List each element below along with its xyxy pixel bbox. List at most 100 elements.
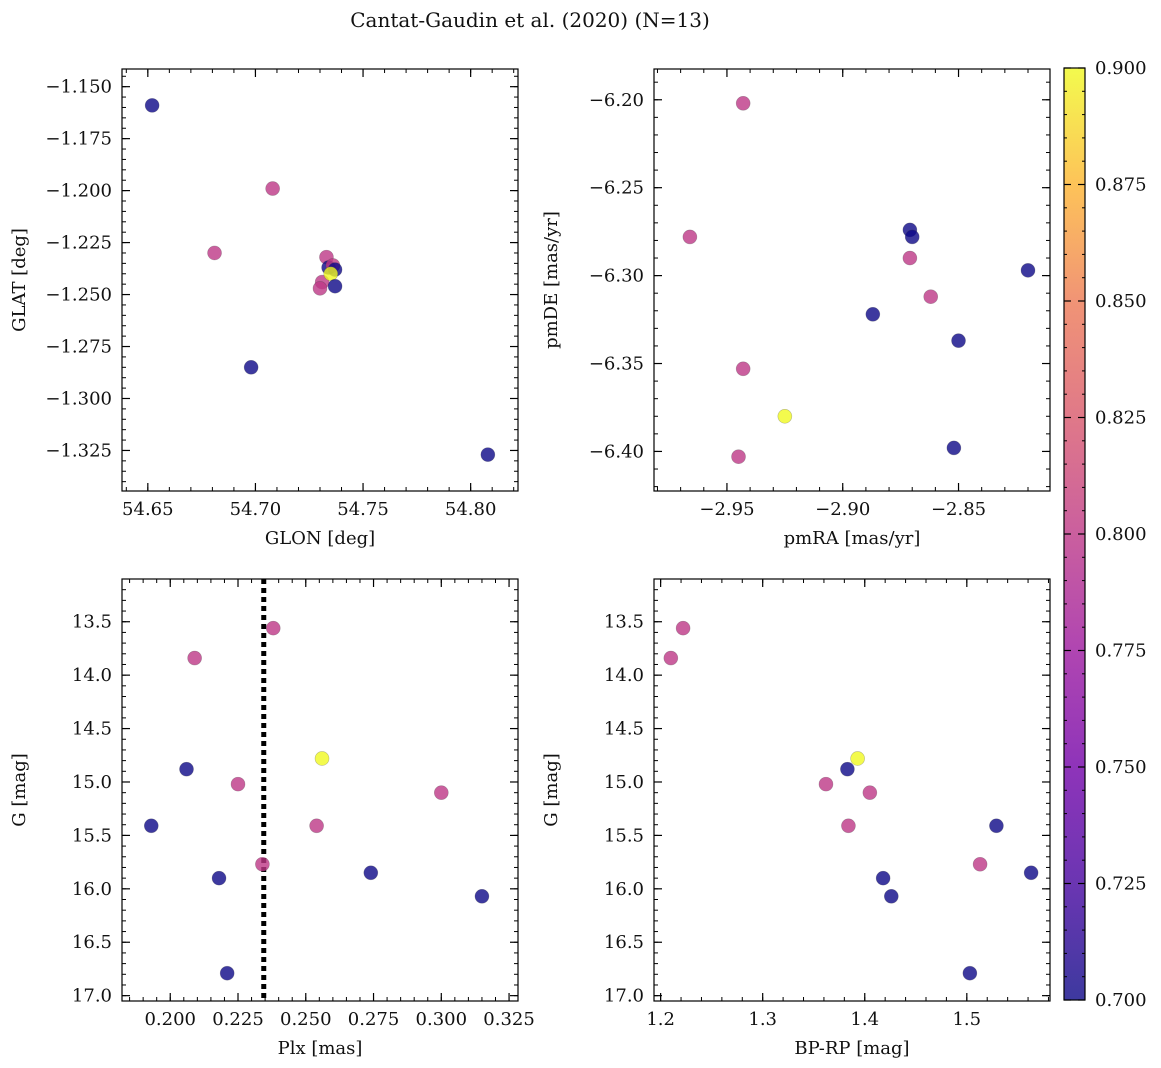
x-tick-label: 1.3 xyxy=(748,1009,777,1030)
y-tick-label: −1.175 xyxy=(45,129,112,150)
y-tick-label: 14.5 xyxy=(604,719,644,740)
data-point xyxy=(314,751,330,766)
data-point xyxy=(1023,865,1039,881)
data-point xyxy=(840,761,855,777)
data-point xyxy=(143,818,159,834)
y-tick-label: −6.40 xyxy=(589,441,644,462)
y-axis-label: G [mag] xyxy=(9,753,30,826)
x-tick-label: 54.75 xyxy=(337,499,389,520)
y-tick-label: −1.275 xyxy=(45,337,112,358)
data-point xyxy=(211,870,227,886)
colorbar-tick-label: 0.800 xyxy=(1095,524,1147,545)
data-point xyxy=(265,620,281,636)
y-tick-label: −6.30 xyxy=(589,266,644,287)
x-tick-label: 54.65 xyxy=(122,499,174,520)
colorbar-tick-label: 0.825 xyxy=(1095,408,1147,429)
x-tick-label: 0.225 xyxy=(212,1009,264,1030)
data-point xyxy=(946,440,962,456)
colorbar-tick-label: 0.725 xyxy=(1095,874,1147,895)
x-tick-label: 1.5 xyxy=(952,1009,981,1030)
y-tick-label: 16.0 xyxy=(604,879,644,900)
data-point xyxy=(663,650,679,666)
y-tick-label: −1.150 xyxy=(45,77,112,98)
data-point xyxy=(682,229,698,245)
data-point xyxy=(1020,263,1036,278)
y-tick-label: −1.250 xyxy=(45,285,112,306)
y-tick-label: 15.5 xyxy=(72,825,112,846)
y-tick-label: −6.25 xyxy=(589,178,644,199)
panel-pmra-pmde: −2.95 −2.90 −2.85 −6.20 −6.25 −6.30 −6.35 −6.40… xyxy=(541,68,1051,549)
axes-frame xyxy=(121,578,519,1002)
x-axis-label: GLON [deg] xyxy=(265,528,375,549)
data-point xyxy=(862,785,878,800)
colorbar-tick-label: 0.775 xyxy=(1095,641,1147,662)
data-point xyxy=(433,785,449,800)
panel-bprp-g: 1.2 1.3 1.4 1.5 13.5 14.0 14.5 15.0 15.5 16.0 16.5… xyxy=(541,578,1051,1059)
data-point xyxy=(735,95,751,111)
data-point xyxy=(904,229,920,245)
y-tick-label: 14.0 xyxy=(72,665,112,686)
x-tick-label: 1.2 xyxy=(646,1009,675,1030)
data-point xyxy=(818,776,834,792)
y-tick-label: 17.0 xyxy=(72,986,112,1007)
data-point xyxy=(883,889,899,904)
x-tick-label: 54.80 xyxy=(445,499,497,520)
x-tick-label: 0.250 xyxy=(280,1009,332,1030)
data-point xyxy=(474,889,490,904)
x-axis-label: pmRA [mas/yr] xyxy=(784,528,921,549)
y-axis-label: pmDE [mas/yr] xyxy=(541,211,562,349)
y-tick-label: 15.0 xyxy=(72,772,112,793)
y-tick-label: 14.0 xyxy=(604,665,644,686)
x-tick-label: 1.4 xyxy=(850,1009,879,1030)
data-point xyxy=(972,856,988,872)
y-tick-label: 14.5 xyxy=(72,719,112,740)
data-point xyxy=(731,449,746,465)
x-tick-label: 0.275 xyxy=(348,1009,400,1030)
data-point xyxy=(243,360,259,375)
colorbar-tick-label: 0.900 xyxy=(1095,58,1147,79)
y-tick-label: 16.0 xyxy=(72,879,112,900)
axes-frame xyxy=(653,68,1051,492)
data-point xyxy=(187,650,202,666)
data-point xyxy=(144,98,160,113)
y-tick-label: 15.0 xyxy=(604,772,644,793)
y-tick-label: −1.325 xyxy=(45,440,112,461)
data-point xyxy=(875,870,891,886)
data-point xyxy=(265,181,280,196)
data-point xyxy=(255,856,270,872)
y-tick-label: 16.5 xyxy=(72,932,112,953)
colorbar-tick-label: 0.850 xyxy=(1095,291,1147,312)
x-tick-label: 0.200 xyxy=(144,1009,196,1030)
panel-glon-glat: 54.65 54.70 54.75 54.80 −1.150 −1.175 −1.200 −1… xyxy=(9,68,519,549)
y-tick-label: 13.5 xyxy=(72,612,112,633)
data-point xyxy=(902,250,918,266)
data-point xyxy=(207,245,222,261)
x-tick-label: 0.325 xyxy=(483,1009,535,1030)
data-point xyxy=(777,408,793,424)
panel-plx-g: 0.200 0.225 0.250 0.275 0.300 0.325 13.5 14.0 14… xyxy=(9,578,535,1059)
x-tick-label: −2.85 xyxy=(931,499,986,520)
colorbar-tick-label: 0.750 xyxy=(1095,757,1147,778)
data-point xyxy=(312,281,328,296)
data-point xyxy=(363,865,379,881)
data-point xyxy=(179,761,194,777)
y-axis-label: GLAT [deg] xyxy=(9,228,30,332)
x-axis-label: BP-RP [mag] xyxy=(794,1038,909,1059)
data-point xyxy=(230,776,246,792)
x-tick-label: 0.300 xyxy=(416,1009,468,1030)
y-axis-label: G [mag] xyxy=(541,753,562,826)
y-tick-label: −1.300 xyxy=(45,388,112,409)
y-tick-label: −6.35 xyxy=(589,354,644,375)
data-point xyxy=(480,447,496,462)
data-point xyxy=(951,333,966,348)
y-tick-label: 13.5 xyxy=(604,612,644,633)
data-point xyxy=(962,965,978,981)
colorbar: 0.700 0.725 0.750 0.775 0.800 0.825 0.850 0.875… xyxy=(1063,58,1147,1011)
colorbar-tick-label: 0.700 xyxy=(1095,990,1147,1011)
data-point xyxy=(675,620,691,636)
axes-frame xyxy=(653,578,1051,1002)
y-tick-label: −1.200 xyxy=(45,181,112,202)
data-point xyxy=(850,751,865,766)
data-point xyxy=(989,818,1004,834)
